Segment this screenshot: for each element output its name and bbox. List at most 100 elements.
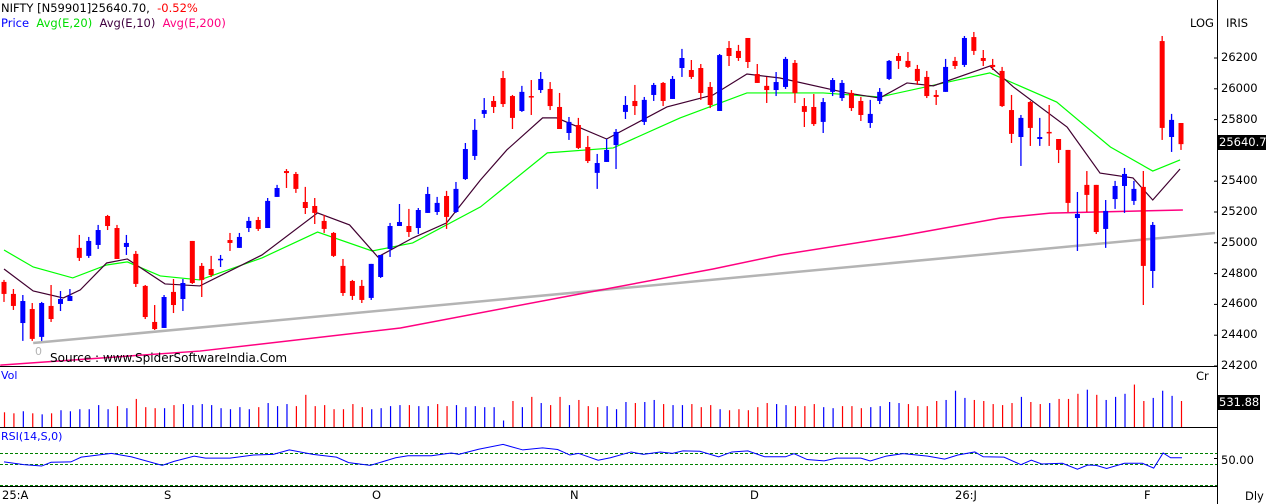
candle [632, 100, 638, 107]
candle [265, 200, 271, 229]
candle [905, 60, 911, 67]
candle [990, 64, 996, 67]
candle [1074, 214, 1080, 219]
candle [425, 193, 431, 213]
candle [86, 240, 92, 256]
candle [312, 205, 318, 213]
last-volume-marker: 531.88 [1218, 395, 1261, 410]
candle [839, 82, 845, 99]
candle [246, 220, 252, 229]
candle [1027, 102, 1033, 128]
candle [227, 240, 233, 243]
candle [509, 96, 515, 118]
candle [820, 102, 826, 122]
candle [1122, 173, 1128, 186]
candle [801, 106, 807, 112]
candle [39, 303, 45, 337]
candle [707, 86, 713, 105]
candle [867, 113, 873, 123]
candle [688, 70, 694, 77]
x-axis-label: F [1144, 488, 1151, 502]
candle [924, 76, 930, 97]
candle [604, 149, 610, 162]
price-tick-label: 24400 [1221, 327, 1258, 342]
candle [218, 258, 224, 261]
candle [538, 78, 544, 91]
candle [1140, 186, 1146, 266]
candle [773, 82, 779, 91]
candle [528, 96, 534, 98]
price-tick-label: 24600 [1221, 296, 1258, 311]
candle [302, 201, 308, 208]
change-percent: -0.52% [157, 1, 198, 15]
log-scale-toggle[interactable]: LOG [1190, 16, 1214, 30]
candle [670, 78, 676, 99]
candle [1103, 210, 1109, 229]
price-tick-label: 24200 [1221, 358, 1258, 372]
rsi-label: RSI(14,S,0) [1, 430, 63, 443]
candle [387, 226, 393, 249]
candle [368, 263, 374, 298]
candle [1046, 131, 1052, 134]
ema200-line [0, 209, 1183, 366]
candle [161, 297, 167, 328]
candle [1112, 185, 1118, 200]
candle [811, 106, 817, 125]
candle [349, 280, 355, 296]
price-tick-label: 25800 [1221, 111, 1258, 126]
candle [331, 232, 337, 256]
legend-price: Price [1, 16, 30, 30]
candle [321, 220, 327, 229]
candle [877, 91, 883, 101]
price-tick-label: 26000 [1221, 80, 1258, 95]
candle [980, 58, 986, 61]
candle [622, 104, 628, 112]
candle [783, 58, 789, 87]
candle [754, 74, 760, 83]
candle [613, 131, 619, 146]
candle [1065, 149, 1071, 203]
candle [481, 110, 487, 114]
candle [491, 100, 497, 107]
candle [735, 50, 741, 58]
x-axis-label: N [570, 488, 579, 502]
candle [679, 58, 685, 69]
candle [67, 295, 73, 302]
price-tick-label: 25400 [1221, 173, 1258, 188]
candle [858, 100, 864, 115]
candle [848, 92, 854, 109]
chart-title: NIFTY [N59901]25640.70, -0.52% [1, 1, 198, 15]
candle [1150, 224, 1156, 271]
candle [406, 226, 412, 233]
candle [29, 309, 35, 339]
candle [462, 149, 468, 180]
candle [660, 82, 666, 101]
symbol-quote: NIFTY [N59901]25640.70, [1, 1, 150, 15]
candle [453, 188, 459, 212]
rsi-line [3, 443, 1182, 470]
candle [745, 37, 751, 63]
candle [152, 321, 158, 330]
candle [208, 268, 214, 275]
candle [557, 106, 563, 129]
candle [133, 253, 139, 284]
candle [359, 285, 365, 300]
candle [914, 68, 920, 81]
candle [76, 247, 82, 258]
source-label: Source : www.SpiderSoftwareIndia.Com [50, 351, 288, 365]
legend-ema10: Avg(E,10) [99, 16, 156, 30]
candle [1084, 184, 1090, 195]
candle [1, 281, 7, 294]
candle [444, 195, 450, 217]
candle [10, 293, 16, 306]
x-axis-label: 26:J [955, 488, 977, 502]
period-label[interactable]: Dly [1245, 489, 1264, 503]
candle [1056, 139, 1062, 150]
candle [396, 222, 402, 227]
volume-label: Vol [1, 369, 18, 382]
price-tick-label: 24800 [1221, 265, 1258, 280]
candle [170, 291, 176, 306]
candle [293, 173, 299, 189]
volume-unit: Cr [1196, 369, 1209, 383]
